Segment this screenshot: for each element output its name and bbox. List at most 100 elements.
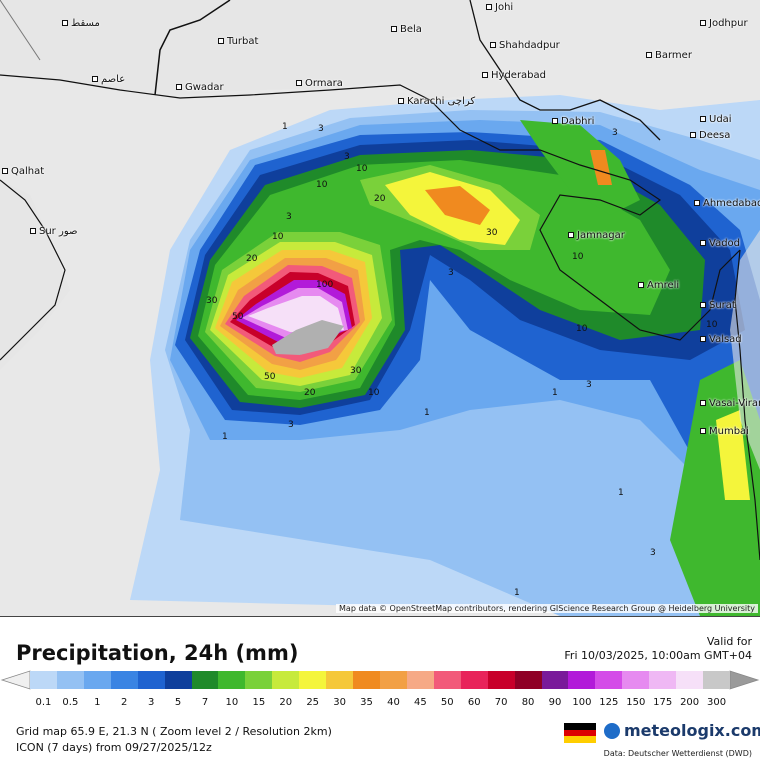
city-marker-icon — [700, 400, 706, 406]
contour-label: 30 — [206, 296, 218, 306]
city-label: Hyderabad — [482, 70, 546, 81]
scale-tick-label: 40 — [387, 697, 400, 708]
scale-tick-label: 10 — [225, 697, 239, 708]
city-marker-icon — [700, 20, 706, 26]
city-marker-icon — [296, 80, 302, 86]
city-marker-icon — [694, 200, 700, 206]
scale-tick-label: 5 — [174, 697, 182, 708]
coastline-makran — [0, 74, 741, 341]
scale-swatch — [676, 671, 704, 689]
rain-coast-25 — [716, 410, 750, 500]
city-marker-icon — [62, 20, 68, 26]
city-marker-icon — [92, 76, 98, 82]
contour-label: 3 — [586, 380, 592, 390]
scale-tick-label: 25 — [306, 697, 320, 708]
city-label: Turbat — [218, 36, 258, 47]
germany-flag-icon — [564, 723, 596, 743]
contour-label: 10 — [368, 388, 380, 398]
scale-tick-label: 7 — [201, 697, 209, 708]
map-attribution[interactable]: Map data © OpenStreetMap contributors, r… — [336, 604, 758, 613]
border-pakistan-india — [469, 0, 661, 141]
scale-tick-label: 60 — [467, 697, 481, 708]
scale-tick-label: 3 — [147, 697, 155, 708]
scale-swatch — [353, 671, 381, 689]
scale-swatch — [568, 671, 596, 689]
city-label: Ahmedabad — [694, 198, 760, 209]
contour-label: 10 — [356, 164, 368, 174]
contour-label: 10 — [572, 252, 584, 262]
valid-for-label: Valid for — [706, 635, 752, 648]
scale-swatch — [514, 671, 543, 689]
city-marker-icon — [700, 428, 706, 434]
color-scale: 0.1 0.5 1 2 3 5 7 10 15 20 25 30 35 40 45 50 60 70 80 90 100… — [0, 669, 760, 719]
scale-tick-label: 1 — [94, 697, 101, 708]
city-marker-icon — [700, 302, 706, 308]
city-label: Vasai-Virar — [700, 398, 760, 409]
brand-logo[interactable]: meteologix.com — [624, 721, 760, 740]
scale-tick-label: 70 — [494, 697, 508, 708]
scale-tick-label: 200 — [680, 697, 700, 708]
rain-gujarat-30 — [590, 150, 612, 185]
contour-label: 3 — [650, 548, 656, 558]
data-source: Data: Deutscher Wetterdienst (DWD) — [603, 749, 752, 758]
contour-label: 1 — [282, 122, 288, 132]
contour-label: 100 — [316, 280, 334, 290]
land-pakistan — [0, 0, 470, 100]
city-label: Deesa — [690, 130, 730, 141]
city-marker-icon — [2, 168, 8, 174]
contour-label: 1 — [514, 588, 520, 598]
contour-label: 20 — [246, 254, 258, 264]
city-label: مسقط — [62, 18, 100, 29]
city-label: Amreli — [638, 280, 679, 291]
scale-tick-label: 2 — [121, 697, 128, 708]
city-label: Johi — [486, 2, 513, 13]
contour-label: 50 — [232, 312, 244, 322]
scale-swatch — [83, 671, 112, 689]
scale-swatch — [245, 671, 273, 689]
scale-swatch — [541, 671, 569, 689]
precipitation-map[interactable]: مسقط Turbat Bela Johi Shahdadpur Jodhpur Barme… — [0, 0, 760, 616]
contour-label: 30 — [350, 366, 362, 376]
city-label: Qalhat — [2, 166, 44, 177]
scale-swatch — [299, 671, 327, 689]
scale-swatch — [56, 671, 85, 689]
city-label: Karachi کراچی — [398, 96, 475, 107]
city-label: Mumbai — [700, 426, 749, 437]
city-label: عاصم — [92, 74, 125, 85]
contour-label: 30 — [486, 228, 498, 238]
scale-swatch — [380, 671, 408, 689]
contour-label: 10 — [576, 324, 588, 334]
contour-label: 10 — [316, 180, 328, 190]
scale-swatch — [649, 671, 677, 689]
city-marker-icon — [646, 52, 652, 58]
land-oman — [0, 180, 70, 370]
meteologix-logo-icon — [604, 723, 620, 739]
city-label: Surat — [700, 300, 736, 311]
contour-label: 20 — [374, 194, 386, 204]
city-marker-icon — [490, 42, 496, 48]
city-label: Valsad — [700, 334, 742, 345]
scale-swatch — [460, 671, 489, 689]
city-marker-icon — [218, 38, 224, 44]
city-label: Bela — [391, 24, 422, 35]
scale-tick-label: 0.5 — [62, 697, 79, 708]
contour-label: 3 — [286, 212, 292, 222]
scale-tick-label: 20 — [279, 697, 293, 708]
coastline-oman — [0, 179, 66, 361]
contour-label: 1 — [618, 488, 624, 498]
scale-tick-label: 90 — [548, 697, 562, 708]
scale-tick-label: 45 — [414, 697, 427, 708]
valid-time: Fri 10/03/2025, 10:00am GMT+04 — [564, 649, 752, 662]
city-marker-icon — [391, 26, 397, 32]
contour-label: 3 — [288, 420, 294, 430]
border-region — [0, 0, 41, 61]
city-marker-icon — [690, 132, 696, 138]
scale-swatch — [703, 671, 731, 689]
scale-swatch — [406, 671, 435, 689]
city-marker-icon — [30, 228, 36, 234]
contour-label: 10 — [272, 232, 284, 242]
scale-swatch — [137, 671, 166, 689]
city-label: Barmer — [646, 50, 692, 61]
scale-tick-label: 125 — [599, 697, 619, 708]
scale-tick-label: 100 — [572, 697, 592, 708]
